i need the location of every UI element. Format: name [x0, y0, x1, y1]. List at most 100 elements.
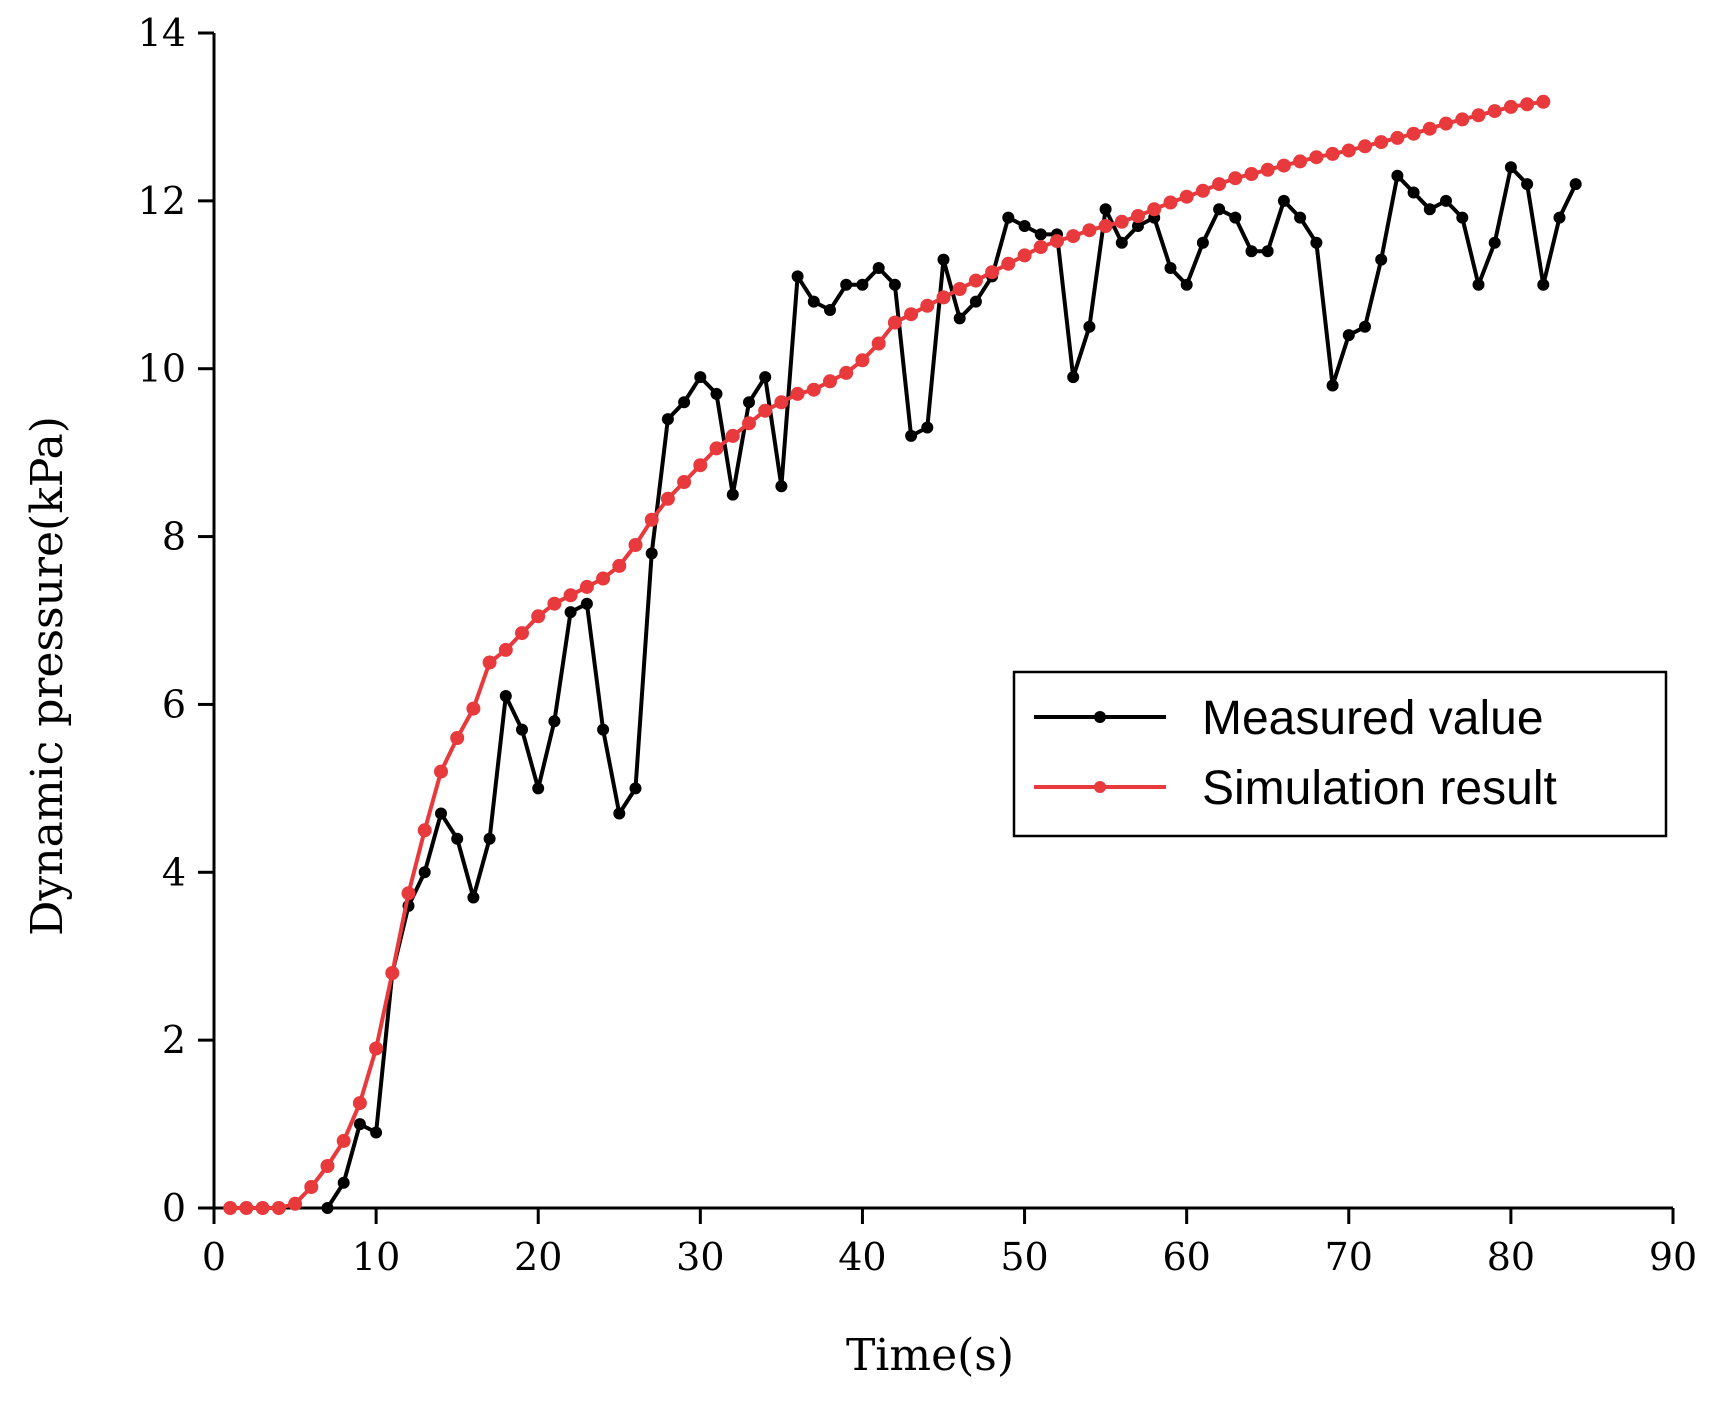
data-point — [1114, 214, 1129, 229]
data-point — [904, 307, 919, 322]
data-point — [1163, 195, 1178, 210]
data-point — [791, 270, 804, 283]
data-point — [743, 396, 755, 409]
data-point — [434, 764, 448, 779]
data-point — [417, 823, 432, 838]
x-tick-label: 60 — [1162, 1235, 1210, 1279]
data-point — [1423, 203, 1436, 216]
data-point — [1017, 248, 1032, 263]
data-point — [1277, 194, 1290, 207]
y-axis-ticks: 0 2 4 6 8 10 12 14 — [138, 11, 214, 1230]
legend-label-measured: Measured value — [1202, 692, 1544, 745]
data-point — [337, 1176, 350, 1189]
data-point — [1553, 211, 1566, 224]
data-point — [532, 782, 545, 795]
x-tick-label: 50 — [1000, 1235, 1048, 1279]
data-point — [985, 265, 1000, 280]
series-0 — [321, 161, 1582, 1214]
data-point — [531, 609, 546, 624]
data-point — [597, 723, 610, 736]
data-point — [1132, 220, 1144, 232]
data-point — [937, 253, 950, 266]
data-point — [613, 807, 626, 820]
series-1 — [223, 94, 1551, 1215]
data-point — [1212, 177, 1227, 192]
data-point — [790, 386, 805, 401]
legend-box — [1012, 670, 1668, 838]
data-point — [579, 579, 594, 594]
data-point — [1002, 211, 1015, 224]
data-point — [1196, 236, 1209, 249]
data-point — [726, 488, 739, 501]
data-point — [887, 315, 902, 330]
x-tick-label: 40 — [838, 1235, 886, 1279]
data-point — [921, 421, 934, 434]
data-point — [1082, 223, 1097, 238]
data-point — [1325, 146, 1340, 161]
data-point — [1359, 320, 1371, 333]
data-point — [1180, 278, 1193, 291]
data-point — [758, 403, 773, 418]
x-tick-label: 80 — [1487, 1235, 1535, 1279]
data-point — [1050, 234, 1064, 249]
data-point — [1098, 219, 1113, 233]
data-point — [855, 353, 870, 368]
data-point — [1099, 203, 1112, 216]
data-point — [1115, 236, 1128, 249]
data-point — [450, 731, 465, 745]
data-point — [467, 891, 480, 904]
series-line — [325, 165, 1578, 1210]
data-point — [920, 298, 935, 313]
legend-entry-measured: Measured value — [1034, 692, 1544, 745]
data-point — [1391, 169, 1404, 182]
data-point — [435, 807, 447, 820]
data-point — [1456, 211, 1469, 224]
y-axis-title: Dynamic pressure(kPa) — [22, 416, 73, 936]
data-point — [612, 558, 627, 573]
data-point — [483, 832, 496, 845]
data-point — [1310, 236, 1323, 249]
data-point — [466, 701, 481, 716]
data-point — [1536, 94, 1551, 109]
data-point — [1358, 139, 1372, 154]
y-tick-label: 4 — [162, 850, 186, 894]
x-tick-label: 30 — [676, 1235, 724, 1279]
data-point — [888, 278, 901, 291]
data-point — [1569, 178, 1582, 191]
data-point — [1520, 97, 1535, 112]
data-point — [401, 886, 416, 901]
x-tick-label: 90 — [1649, 1235, 1697, 1279]
data-point — [856, 278, 869, 291]
data-point — [1034, 228, 1047, 241]
data-point — [1131, 209, 1145, 223]
data-point — [725, 428, 740, 443]
data-point — [271, 1201, 286, 1215]
data-point — [839, 365, 854, 380]
data-point — [968, 273, 983, 288]
x-axis-ticks: 0 10 20 30 40 50 60 70 80 90 — [202, 1208, 1697, 1279]
data-point — [905, 429, 918, 442]
data-point — [1422, 121, 1437, 136]
x-tick-label: 20 — [514, 1235, 562, 1279]
data-point — [1504, 161, 1517, 174]
data-point — [710, 387, 723, 400]
x-tick-label: 70 — [1325, 1235, 1373, 1279]
data-point — [661, 413, 674, 426]
data-point — [1503, 99, 1518, 114]
data-point — [645, 547, 658, 560]
data-point — [1067, 371, 1080, 384]
data-point — [872, 262, 885, 274]
y-tick-label: 8 — [162, 515, 186, 559]
data-point — [1472, 278, 1485, 291]
data-point — [418, 866, 431, 879]
data-point — [1341, 143, 1356, 158]
data-point — [288, 1196, 303, 1211]
data-point — [1407, 186, 1420, 199]
data-point — [1179, 189, 1194, 204]
data-point — [547, 596, 562, 611]
data-point — [1521, 178, 1534, 191]
data-point — [239, 1201, 254, 1215]
x-tick-label: 10 — [352, 1235, 400, 1279]
data-point — [1326, 379, 1339, 392]
data-point — [871, 336, 886, 351]
